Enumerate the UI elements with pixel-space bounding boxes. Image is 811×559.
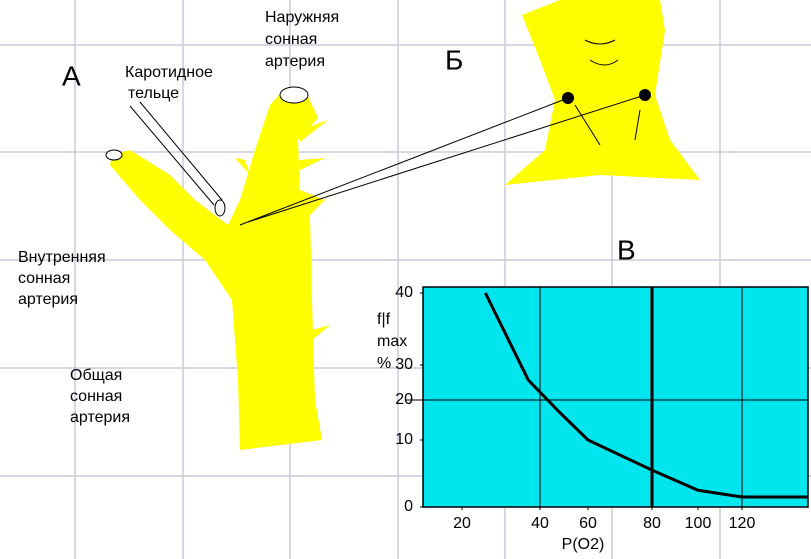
neck-lines [574,39,641,146]
label: Внутренняя [18,249,106,266]
x-tick-label: 100 [685,515,712,532]
pointer [239,97,569,226]
y-axis-label: max [377,333,407,350]
x-axis-label: P(O2) [562,536,605,553]
panel-label: Б [445,44,463,75]
y-axis-label: % [377,355,391,372]
x-tick-label: 120 [729,515,756,532]
label: сонная [70,388,122,405]
artery [110,88,325,450]
label: Общая [70,367,122,384]
y-tick-label: 30 [395,356,413,373]
external-tip [279,86,309,104]
artery-stubs [235,120,330,340]
neck [505,0,700,185]
internal-tip [105,149,123,161]
label: сонная [265,31,317,48]
panel-label: В [617,234,636,265]
x-tick-label: 60 [579,515,597,532]
x-tick-label: 40 [531,515,549,532]
x-tick-label: 20 [453,515,471,532]
y-tick-label: 40 [395,284,413,301]
label: Каротидное [125,64,213,81]
pointer [139,101,223,201]
y-axis-label: f|f [377,311,391,328]
label: артерия [265,53,325,70]
label: тельце [128,85,179,102]
label: Наружняя [265,9,339,26]
pointer [247,94,646,223]
pointer [129,105,215,206]
data-line [484,292,808,499]
y-tick-label: 20 [395,391,413,408]
y-tick-label: 10 [395,431,413,448]
panel-label: А [62,60,81,91]
plot-area [422,286,809,508]
x-tick-label: 80 [643,515,661,532]
chart: 20 40 60 80 100 120 0 10 20 30 40 P(O2) f|f max% [377,284,809,553]
label: артерия [18,291,78,308]
label: артерия [70,409,130,426]
carotid-body [214,199,226,217]
y-tick-label: 0 [404,498,413,515]
label: сонная [18,270,70,287]
